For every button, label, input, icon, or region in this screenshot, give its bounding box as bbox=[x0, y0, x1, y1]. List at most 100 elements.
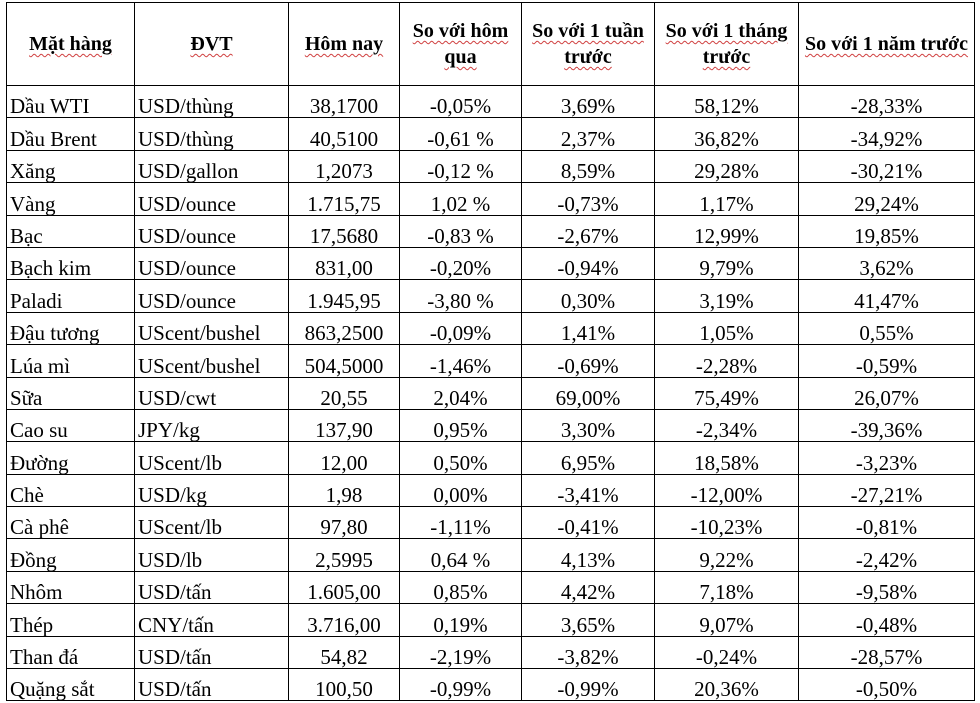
change-vs-1-month-cell: 36,82% bbox=[654, 117, 799, 151]
change-vs-1-week-cell: 8,59% bbox=[521, 149, 655, 184]
price-today-cell: 54,82 bbox=[288, 635, 400, 670]
change-vs-1-year-cell: -28,57% bbox=[798, 635, 975, 670]
change-vs-yesterday-cell: 0,64 % bbox=[399, 538, 522, 572]
price-today-cell: 1.715,75 bbox=[288, 182, 400, 216]
change-vs-1-year-cell: -0,48% bbox=[798, 603, 975, 637]
change-vs-1-month-cell: -0,24% bbox=[654, 635, 799, 670]
header-dvt: ĐVT bbox=[134, 2, 289, 86]
commodity-name-cell: Dầu Brent bbox=[6, 117, 135, 151]
commodity-name-cell: Thép bbox=[6, 603, 135, 637]
change-vs-yesterday-cell: 0,00% bbox=[399, 473, 522, 508]
unit-cell: USD/kg bbox=[134, 473, 289, 508]
unit-cell: USD/thùng bbox=[134, 84, 289, 119]
table-row: Bạc USD/ounce 17,5680 -0,83 % -2,67% 12,99% 19… bbox=[6, 214, 975, 248]
commodity-name-cell: Đường bbox=[6, 441, 135, 475]
commodity-name-cell: Đồng bbox=[6, 538, 135, 572]
change-vs-1-week-cell: 6,95% bbox=[521, 441, 655, 475]
table-row: Bạch kim USD/ounce 831,00 -0,20% -0,94% 9,79%… bbox=[6, 246, 975, 281]
change-vs-1-year-cell: -30,21% bbox=[798, 149, 975, 184]
unit-cell: UScent/lb bbox=[134, 506, 289, 540]
price-today-cell: 3.716,00 bbox=[288, 603, 400, 637]
change-vs-1-week-cell: 3,69% bbox=[521, 84, 655, 119]
price-today-cell: 504,5000 bbox=[288, 344, 400, 378]
commodity-name-cell: Dầu WTI bbox=[6, 84, 135, 119]
change-vs-yesterday-cell: -3,80 % bbox=[399, 279, 522, 313]
change-vs-1-month-cell: 18,58% bbox=[654, 441, 799, 475]
table-row: Quặng sắt USD/tấn 100,50 -0,99% -0,99% 20,36%… bbox=[6, 668, 975, 702]
price-today-cell: 831,00 bbox=[288, 246, 400, 281]
header-so-voi-1-tuan-truoc: So với 1 tuần trước bbox=[521, 2, 655, 86]
table-row: Cao su JPY/kg 137,90 0,95% 3,30% -2,34% -39,36… bbox=[6, 408, 975, 443]
change-vs-1-month-cell: -2,28% bbox=[654, 344, 799, 378]
table-body: Dầu WTI USD/thùng 38,1700 -0,05% 3,69% 58,12%… bbox=[6, 84, 975, 702]
commodity-name-cell: Xăng bbox=[6, 149, 135, 184]
commodity-name-cell: Chè bbox=[6, 473, 135, 508]
commodity-name-cell: Nhôm bbox=[6, 570, 135, 605]
change-vs-1-month-cell: 12,99% bbox=[654, 214, 799, 248]
price-today-cell: 40,5100 bbox=[288, 117, 400, 151]
commodity-name-cell: Cao su bbox=[6, 408, 135, 443]
price-today-cell: 863,2500 bbox=[288, 311, 400, 346]
table-row: Thép CNY/tấn 3.716,00 0,19% 3,65% 9,07% -0,48% bbox=[6, 603, 975, 637]
table-row: Đậu tương UScent/bushel 863,2500 -0,09% 1,41… bbox=[6, 311, 975, 346]
change-vs-1-month-cell: 7,18% bbox=[654, 570, 799, 605]
unit-cell: UScent/bushel bbox=[134, 311, 289, 346]
change-vs-1-week-cell: 4,42% bbox=[521, 570, 655, 605]
change-vs-yesterday-cell: -2,19% bbox=[399, 635, 522, 670]
price-today-cell: 2,5995 bbox=[288, 538, 400, 572]
commodity-name-cell: Than đá bbox=[6, 635, 135, 670]
table-row: Than đá USD/tấn 54,82 -2,19% -3,82% -0,24% -28… bbox=[6, 635, 975, 670]
commodity-name-cell: Cà phê bbox=[6, 506, 135, 540]
change-vs-yesterday-cell: -1,46% bbox=[399, 344, 522, 378]
change-vs-yesterday-cell: 0,85% bbox=[399, 570, 522, 605]
table-row: Đồng USD/lb 2,5995 0,64 % 4,13% 9,22% -2,42% bbox=[6, 538, 975, 572]
table-row: Paladi USD/ounce 1.945,95 -3,80 % 0,30% 3,19%… bbox=[6, 279, 975, 313]
commodity-price-table: Mặt hàng ĐVT Hôm nay So với hôm qua So v… bbox=[6, 2, 975, 702]
change-vs-yesterday-cell: -0,20% bbox=[399, 246, 522, 281]
commodity-name-cell: Quặng sắt bbox=[6, 668, 135, 702]
table-row: Vàng USD/ounce 1.715,75 1,02 % -0,73% 1,17% 29… bbox=[6, 182, 975, 216]
change-vs-1-week-cell: -0,99% bbox=[521, 668, 655, 702]
change-vs-yesterday-cell: 0,95% bbox=[399, 408, 522, 443]
change-vs-1-year-cell: 26,07% bbox=[798, 376, 975, 410]
header-mat-hang: Mặt hàng bbox=[6, 2, 135, 86]
unit-cell: USD/cwt bbox=[134, 376, 289, 410]
commodity-name-cell: Lúa mì bbox=[6, 344, 135, 378]
change-vs-yesterday-cell: -0,61 % bbox=[399, 117, 522, 151]
change-vs-1-year-cell: -34,92% bbox=[798, 117, 975, 151]
change-vs-1-month-cell: 9,79% bbox=[654, 246, 799, 281]
commodity-name-cell: Sữa bbox=[6, 376, 135, 410]
change-vs-1-year-cell: 41,47% bbox=[798, 279, 975, 313]
price-today-cell: 1,2073 bbox=[288, 149, 400, 184]
change-vs-1-month-cell: -12,00% bbox=[654, 473, 799, 508]
table-row: Đường UScent/lb 12,00 0,50% 6,95% 18,58% -3,23… bbox=[6, 441, 975, 475]
table-row: Dầu WTI USD/thùng 38,1700 -0,05% 3,69% 58,12%… bbox=[6, 84, 975, 119]
change-vs-yesterday-cell: -0,05% bbox=[399, 84, 522, 119]
change-vs-1-week-cell: 2,37% bbox=[521, 117, 655, 151]
change-vs-1-year-cell: 29,24% bbox=[798, 182, 975, 216]
unit-cell: USD/lb bbox=[134, 538, 289, 572]
change-vs-yesterday-cell: -0,12 % bbox=[399, 149, 522, 184]
unit-cell: JPY/kg bbox=[134, 408, 289, 443]
commodity-name-cell: Vàng bbox=[6, 182, 135, 216]
change-vs-yesterday-cell: -0,09% bbox=[399, 311, 522, 346]
unit-cell: USD/ounce bbox=[134, 246, 289, 281]
price-today-cell: 100,50 bbox=[288, 668, 400, 702]
price-today-cell: 97,80 bbox=[288, 506, 400, 540]
change-vs-1-year-cell: -39,36% bbox=[798, 408, 975, 443]
price-today-cell: 38,1700 bbox=[288, 84, 400, 119]
table-row: Lúa mì UScent/bushel 504,5000 -1,46% -0,69% -… bbox=[6, 344, 975, 378]
change-vs-1-week-cell: -2,67% bbox=[521, 214, 655, 248]
header-so-voi-1-thang-truoc: So với 1 tháng trước bbox=[654, 2, 799, 86]
table-row: Xăng USD/gallon 1,2073 -0,12 % 8,59% 29,28% -3… bbox=[6, 149, 975, 184]
change-vs-1-month-cell: 9,07% bbox=[654, 603, 799, 637]
header-hom-nay: Hôm nay bbox=[288, 2, 400, 86]
change-vs-1-month-cell: 20,36% bbox=[654, 668, 799, 702]
change-vs-1-year-cell: -2,42% bbox=[798, 538, 975, 572]
unit-cell: USD/ounce bbox=[134, 182, 289, 216]
change-vs-1-month-cell: 9,22% bbox=[654, 538, 799, 572]
change-vs-1-year-cell: -28,33% bbox=[798, 84, 975, 119]
change-vs-1-week-cell: -0,69% bbox=[521, 344, 655, 378]
change-vs-1-month-cell: 3,19% bbox=[654, 279, 799, 313]
change-vs-1-year-cell: -0,59% bbox=[798, 344, 975, 378]
